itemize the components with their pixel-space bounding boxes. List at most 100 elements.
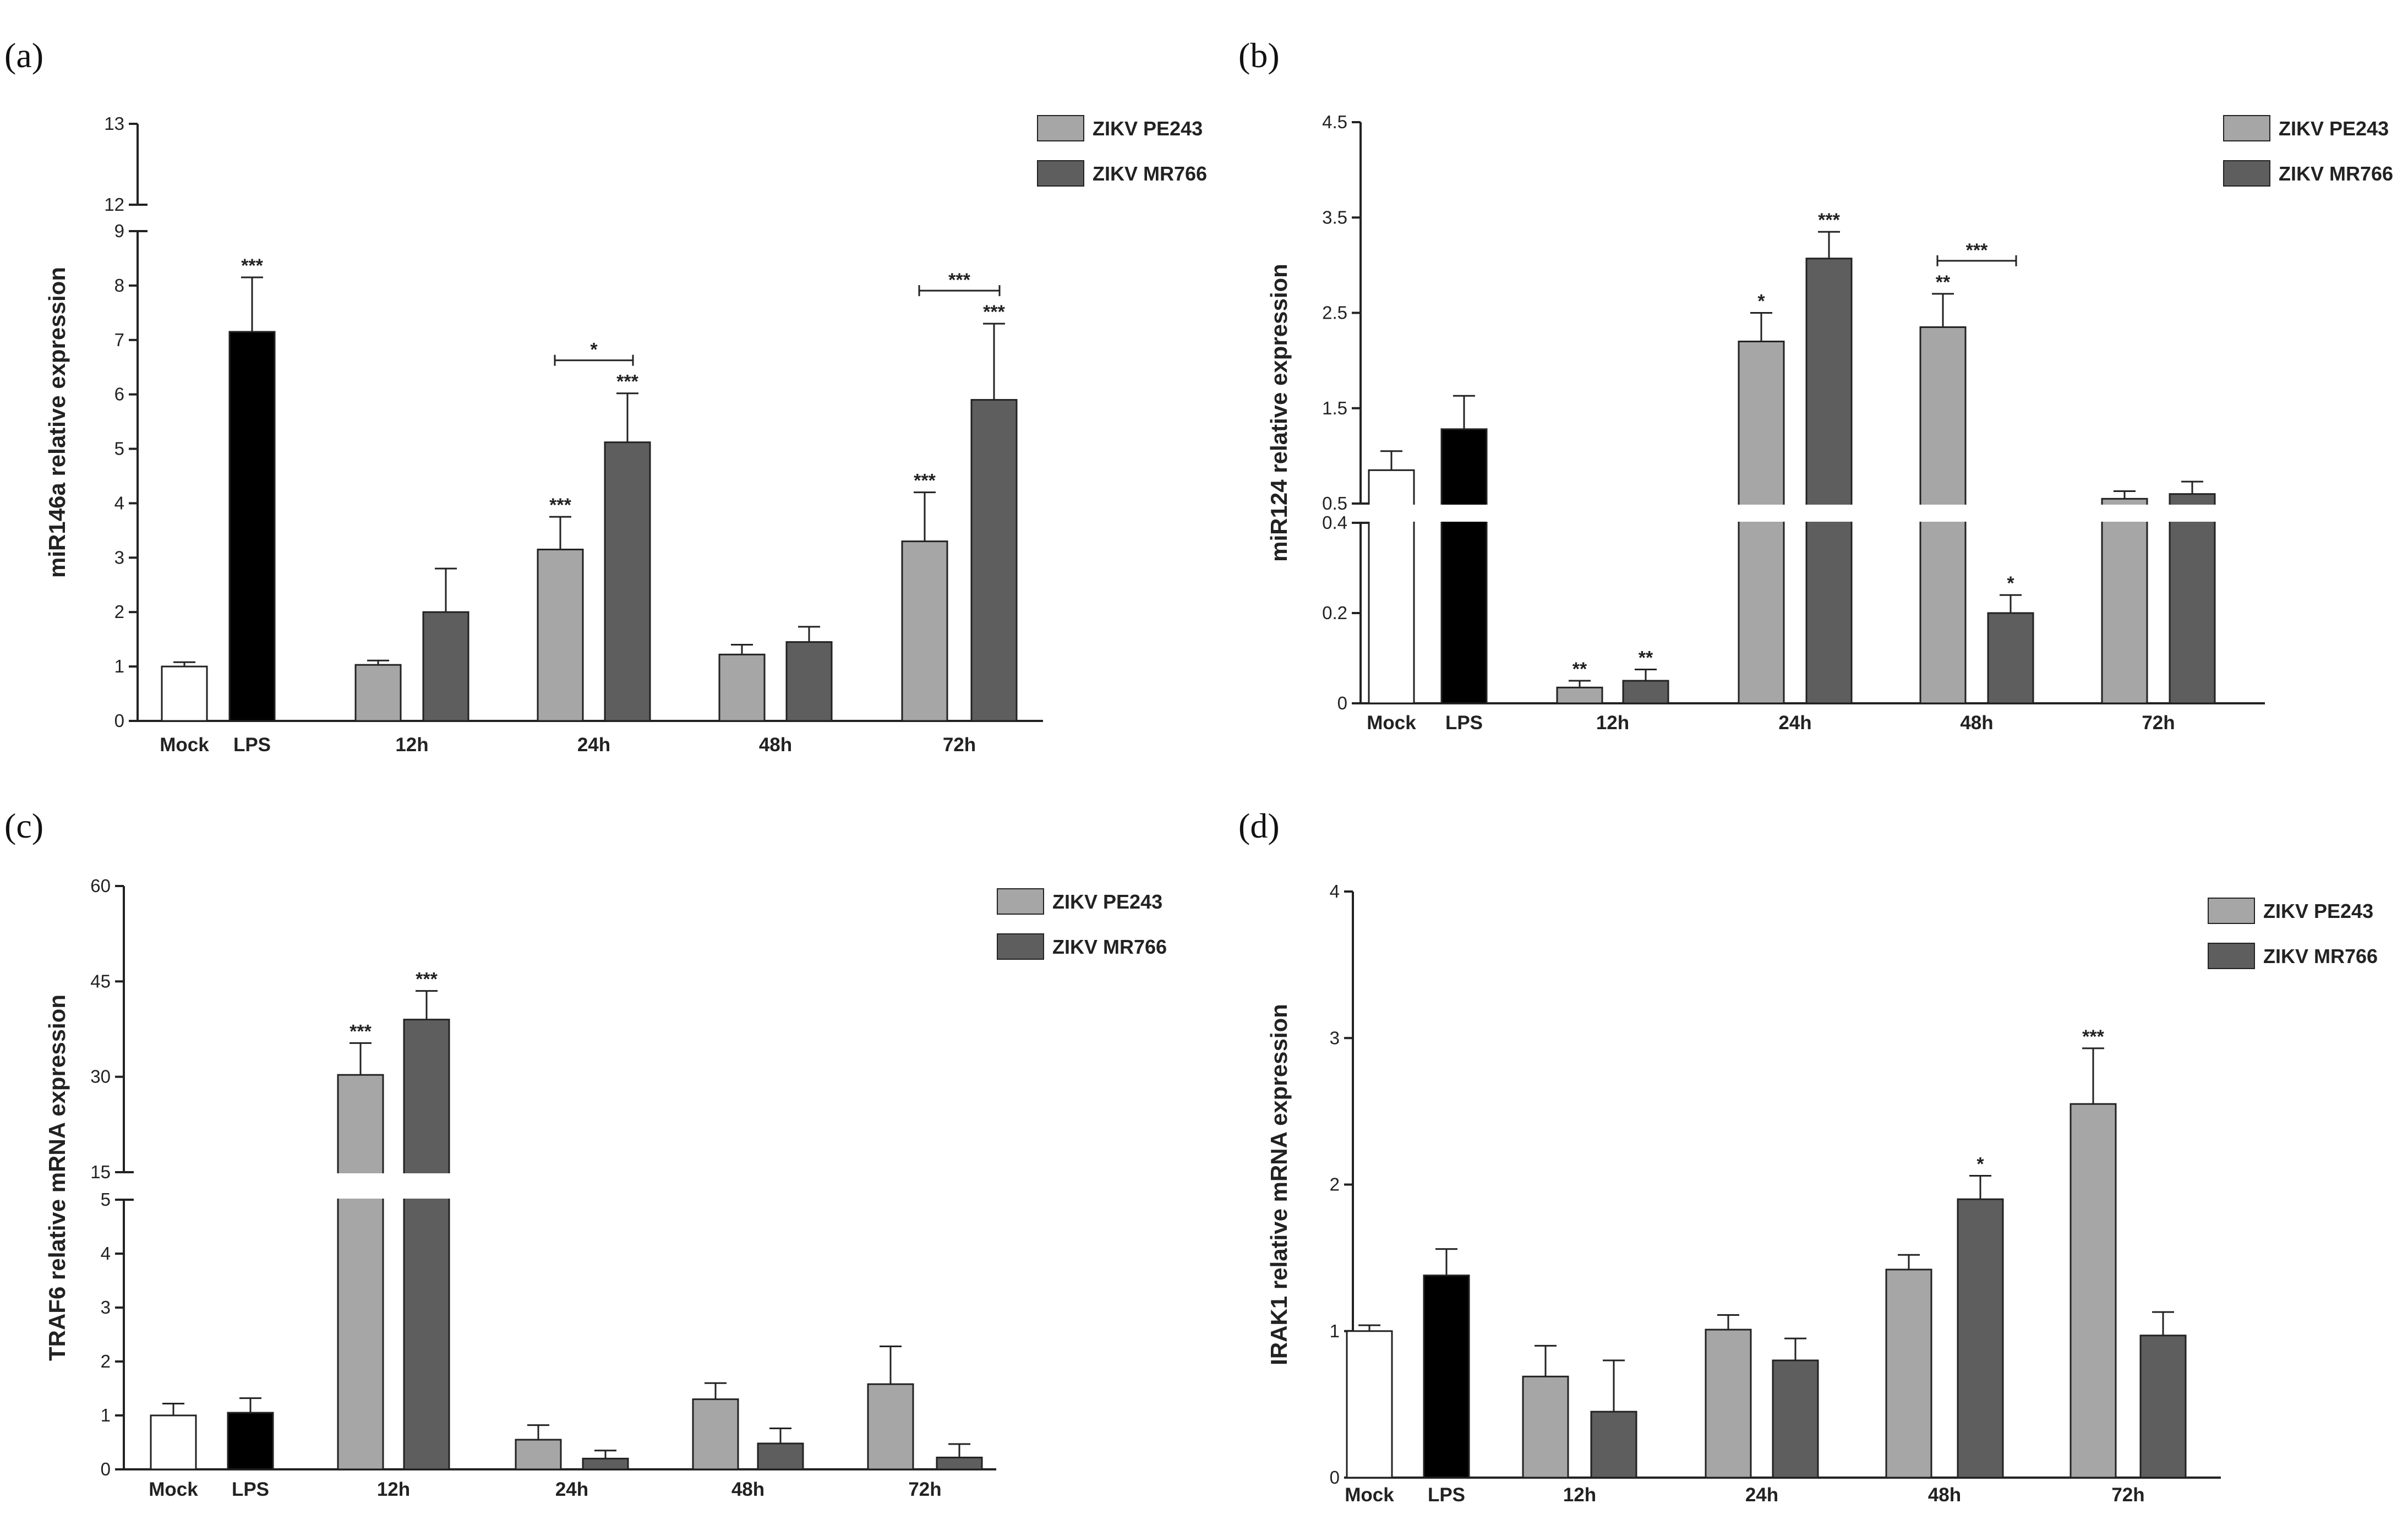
significance-label: *** (1818, 210, 1840, 231)
x-tick-label: LPS (1428, 1484, 1465, 1506)
x-tick-label: Mock (1367, 712, 1416, 734)
y-axis-label: TRAF6 relative mRNA expression (44, 994, 70, 1361)
legend-label: ZIKV PE243 (1093, 117, 1203, 140)
y-tick-label: 4 (101, 1243, 111, 1264)
significance-label: *** (416, 969, 438, 990)
bracket-label: *** (1966, 240, 1988, 261)
x-tick-label: 24h (1778, 712, 1811, 734)
y-axis-label: IRAK1 relative mRNA expression (1266, 1004, 1292, 1365)
bar-mock (1346, 1330, 1393, 1479)
legend-swatch (2223, 160, 2270, 187)
bar-mr766 (403, 1019, 450, 1470)
bar-pe243 (718, 653, 766, 722)
x-tick-label: LPS (1445, 712, 1483, 734)
significance-label: *** (983, 302, 1005, 322)
y-tick-label: 2 (114, 602, 124, 622)
x-tick-label: Mock (160, 734, 209, 756)
bar-mr766 (1590, 1410, 1637, 1479)
y-tick-label: 1 (1330, 1321, 1340, 1341)
y-tick-label: 1.5 (1322, 398, 1347, 418)
x-tick-label: 12h (1563, 1484, 1596, 1506)
bar-mr766 (422, 611, 469, 722)
x-tick-label: 72h (943, 734, 976, 756)
axis-break-gap (1364, 505, 2268, 522)
bar-mr766 (1622, 680, 1669, 704)
y-tick-label: 1 (114, 656, 124, 676)
y-tick-label: 6 (114, 384, 124, 404)
y-tick-label: 0.2 (1322, 603, 1347, 623)
bar-pe243 (2070, 1103, 2117, 1479)
x-tick-label: 24h (577, 734, 610, 756)
bar-mr766 (1987, 612, 2034, 704)
bar-pe243 (1705, 1328, 1752, 1479)
bar-lps (1423, 1275, 1470, 1479)
y-tick-label: 1 (101, 1405, 111, 1425)
x-tick-label: 72h (2111, 1484, 2144, 1506)
bar-pe243 (537, 549, 584, 722)
legend-swatch (2223, 115, 2270, 141)
legend-swatch (2208, 943, 2255, 969)
x-tick-label: 48h (731, 1479, 765, 1500)
y-tick-label: 3 (101, 1297, 111, 1317)
bar-mr766 (1957, 1198, 2004, 1479)
bar-pe243 (692, 1398, 739, 1470)
panel-label: (c) (4, 806, 43, 845)
y-tick-label: 3 (114, 547, 124, 567)
panel-label: (b) (1238, 36, 1280, 75)
bar-mock (161, 665, 208, 722)
bar-mr766 (936, 1456, 983, 1470)
y-tick-label: 9 (114, 221, 124, 241)
x-tick-label: 72h (2142, 712, 2175, 734)
bar-pe243 (2101, 497, 2148, 704)
bar-pe243 (1738, 340, 1785, 704)
bar-pe243 (1885, 1268, 1932, 1479)
bar-pe243 (1556, 686, 1603, 704)
axis-break-gap (127, 1173, 1000, 1199)
legend-label: ZIKV MR766 (2279, 162, 2393, 185)
x-tick-label: 48h (759, 734, 792, 756)
significance-label: *** (241, 255, 263, 276)
significance-label: *** (2082, 1026, 2104, 1047)
legend-swatch (2208, 898, 2255, 924)
significance-label: * (1757, 291, 1765, 312)
y-tick-label: 2.5 (1322, 303, 1347, 323)
significance-label: ** (1639, 648, 1653, 669)
x-tick-label: LPS (233, 734, 271, 756)
y-tick-label: 8 (114, 275, 124, 296)
bar-pe243 (354, 664, 402, 722)
y-tick-label: 4 (114, 493, 124, 513)
x-tick-label: 48h (1928, 1484, 1961, 1506)
legend-swatch (997, 933, 1044, 960)
x-tick-label: 12h (377, 1479, 410, 1500)
bar-mr766 (2139, 1335, 2187, 1479)
axis-break-gap (141, 206, 1046, 230)
y-tick-label: 5 (101, 1189, 111, 1210)
bar-lps (1440, 428, 1488, 704)
y-tick-label: 0.4 (1322, 512, 1347, 533)
legend-swatch (1037, 160, 1084, 187)
bar-mr766 (785, 641, 833, 722)
significance-label: * (2007, 573, 2014, 594)
bar-pe243 (867, 1383, 914, 1470)
y-tick-label: 0 (1337, 693, 1347, 713)
y-tick-label: 45 (90, 971, 111, 991)
bar-pe243 (1522, 1375, 1569, 1479)
legend-label: ZIKV MR766 (1093, 162, 1207, 185)
significance-label: *** (350, 1021, 372, 1042)
bar-mr766 (582, 1457, 629, 1470)
bar-lps (227, 1412, 274, 1470)
bar-mr766 (1772, 1359, 1819, 1479)
y-tick-label: 15 (90, 1162, 111, 1182)
bar-pe243 (337, 1074, 384, 1470)
bar-pe243 (515, 1439, 562, 1470)
y-tick-label: 12 (104, 194, 124, 215)
bar-mr766 (970, 399, 1018, 722)
y-axis-label: miR146a relative expression (44, 267, 70, 578)
legend-swatch (1037, 115, 1084, 141)
y-tick-label: 13 (104, 113, 124, 134)
x-tick-label: Mock (1345, 1484, 1394, 1506)
y-tick-label: 0 (1330, 1467, 1340, 1488)
